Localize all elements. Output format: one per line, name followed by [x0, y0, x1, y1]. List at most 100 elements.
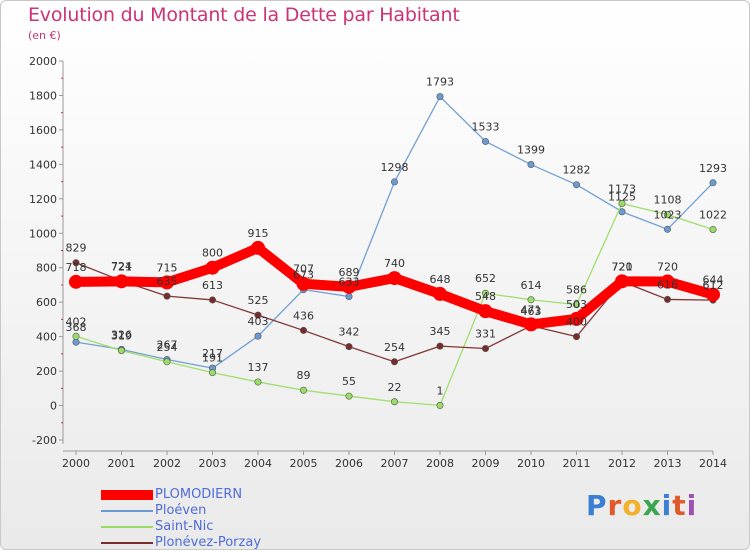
x-tick-label: 2004	[244, 457, 272, 470]
data-point	[615, 274, 629, 289]
data-label: 689	[339, 266, 360, 279]
data-label: 829	[66, 242, 87, 255]
data-point	[114, 274, 129, 289]
data-label: 137	[248, 361, 269, 374]
data-label: 400	[566, 316, 587, 329]
data-label: 436	[293, 309, 314, 322]
data-point	[342, 279, 356, 294]
data-label: 673	[293, 269, 314, 282]
data-point	[163, 358, 171, 366]
x-tick-label: 2003	[199, 457, 227, 470]
data-label: 720	[657, 261, 678, 274]
series-line-2	[75, 202, 714, 407]
data-label: 89	[297, 369, 311, 382]
data-label: 740	[384, 257, 405, 270]
data-label: 22	[388, 381, 402, 394]
data-label: 724	[111, 260, 132, 273]
y-tick-label: 1800	[29, 89, 57, 102]
data-label: 331	[475, 328, 496, 341]
data-point	[481, 345, 489, 353]
x-tick-label: 2014	[699, 457, 727, 470]
data-point	[663, 295, 671, 303]
data-point	[299, 326, 307, 334]
data-point	[709, 225, 717, 233]
x-tick-label: 2002	[153, 457, 181, 470]
data-point	[706, 287, 720, 302]
data-point	[387, 271, 402, 286]
x-tick-label: 2001	[108, 457, 136, 470]
data-point	[72, 338, 80, 346]
data-label: 635	[157, 275, 178, 288]
data-label: 1533	[472, 120, 500, 133]
data-label: 715	[157, 261, 178, 274]
x-tick-label: 2011	[563, 457, 591, 470]
data-label: 616	[657, 278, 678, 291]
data-label: 1125	[608, 191, 636, 204]
x-tick-label: 2009	[472, 457, 500, 470]
data-point	[436, 93, 444, 101]
data-point	[296, 276, 311, 291]
data-label: 1298	[381, 161, 409, 174]
data-label: 342	[339, 326, 360, 339]
y-tick-label: 600	[36, 296, 57, 309]
data-point	[345, 343, 353, 351]
data-label: 1023	[654, 208, 682, 221]
legend-swatch	[101, 542, 153, 544]
data-point	[390, 178, 398, 186]
data-label: 319	[111, 330, 132, 343]
legend-swatch	[101, 526, 153, 528]
data-label: 368	[66, 321, 87, 334]
data-label: 503	[566, 298, 587, 311]
data-label: 191	[202, 352, 223, 365]
data-label: 1293	[699, 162, 727, 175]
data-point	[209, 369, 217, 377]
chart-title: Evolution du Montant de la Dette par Hab…	[28, 4, 460, 26]
data-label: 644	[703, 274, 724, 287]
y-tick-label: 0	[50, 400, 57, 413]
data-label: 55	[342, 375, 356, 388]
y-tick-label: 1000	[29, 227, 57, 240]
data-label: 463	[521, 305, 542, 318]
data-label: 525	[248, 294, 269, 307]
data-point	[709, 179, 717, 187]
x-tick-label: 2010	[517, 457, 545, 470]
data-point	[390, 398, 398, 406]
proxiti-logo: Proxiti	[586, 489, 698, 522]
x-tick-label: 2005	[290, 457, 318, 470]
data-label: 1173	[608, 182, 636, 195]
data-label: 345	[430, 325, 451, 338]
data-point	[254, 311, 262, 319]
data-point	[69, 274, 83, 289]
data-point	[436, 342, 444, 350]
data-label: 217	[202, 347, 223, 360]
data-point	[72, 259, 80, 267]
data-label: 633	[339, 275, 360, 288]
data-label: 1	[437, 384, 444, 397]
y-tick-label: 800	[36, 262, 57, 275]
y-tick-label: 1400	[29, 158, 57, 171]
data-point	[345, 392, 353, 400]
data-point	[345, 292, 353, 300]
data-point	[569, 311, 584, 326]
y-tick-label: -200	[32, 434, 57, 447]
data-label: 612	[703, 279, 724, 292]
x-tick-label: 2006	[335, 457, 363, 470]
data-point	[436, 401, 444, 409]
data-point	[572, 181, 580, 189]
x-tick-label: 2000	[62, 457, 90, 470]
data-point	[663, 225, 671, 233]
data-point	[209, 296, 217, 304]
data-point	[478, 304, 493, 319]
data-point	[251, 240, 265, 255]
x-tick-label: 2008	[426, 457, 454, 470]
data-label: 1022	[699, 208, 727, 221]
x-tick-label: 2007	[381, 457, 409, 470]
data-label: 267	[157, 339, 178, 352]
data-label: 586	[566, 284, 587, 297]
data-point	[481, 137, 489, 145]
data-label: 614	[521, 279, 542, 292]
data-point	[618, 199, 626, 207]
data-label: 471	[521, 303, 542, 316]
data-label: 1282	[563, 164, 591, 177]
data-label: 326	[111, 328, 132, 341]
